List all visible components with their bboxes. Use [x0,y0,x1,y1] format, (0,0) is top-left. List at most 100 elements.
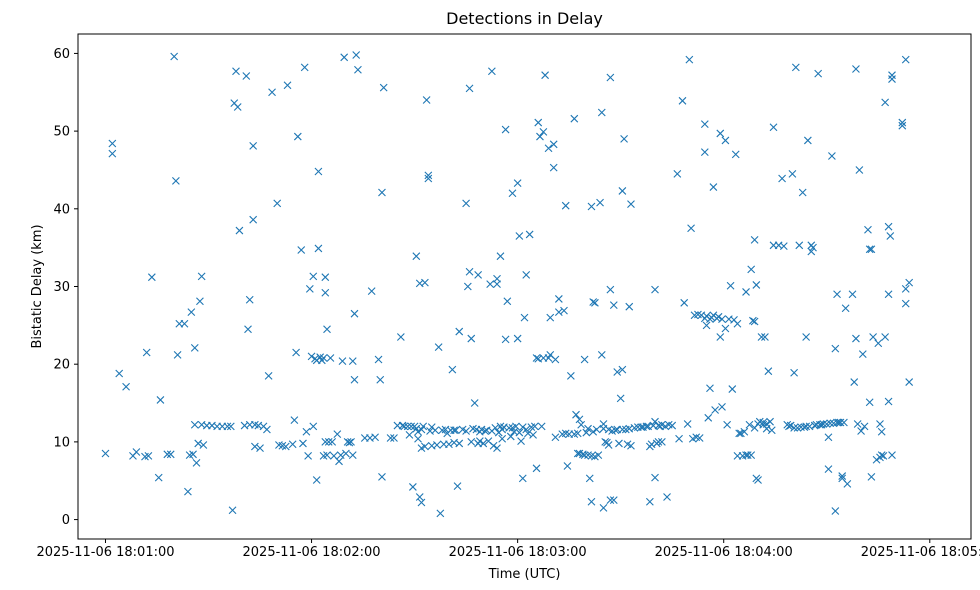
data-point [702,321,711,330]
x-tick-label: 2025-11-06 18:03:00 [449,545,587,560]
data-point [731,150,740,159]
data-point [544,144,553,153]
data-point [379,83,388,92]
data-point [256,444,264,452]
data-point [412,252,421,261]
data-point [414,434,422,443]
data-point [433,441,441,449]
data-point [833,290,841,299]
data-point [475,437,484,445]
data-point [518,474,527,483]
data-point [352,51,361,59]
data-point [735,429,744,438]
data-point [173,350,182,359]
data-point [223,422,232,431]
data-point [642,422,651,431]
data-point [651,473,659,482]
data-point [228,506,237,515]
data-point [898,121,907,130]
data-point [421,442,429,451]
data-point [520,313,529,322]
y-tick-label: 20 [53,358,70,373]
data-point [154,473,163,482]
data-point [197,272,206,281]
data-point [417,498,426,507]
data-point [424,174,433,183]
data-point [549,163,558,172]
data-point [534,118,543,127]
data-point [323,451,331,459]
data-point [549,140,558,149]
data-point [321,437,330,446]
data-point [338,357,347,365]
data-point [764,367,773,376]
data-point [348,357,357,365]
x-tick-label: 2025-11-06 18:01:00 [36,545,174,560]
data-point [515,232,524,240]
data-point [597,108,606,117]
data-point [431,426,440,435]
data-point [283,81,292,90]
data-point [687,224,695,233]
data-point [747,451,756,459]
data-point [879,451,888,460]
data-point [453,482,462,491]
data-point [609,301,618,310]
data-point [293,132,302,141]
data-point [874,339,883,348]
data-point [321,273,330,282]
data-point [651,285,659,294]
data-point [901,55,910,64]
data-point [336,451,345,459]
data-point [728,385,737,393]
data-point [463,282,472,291]
data-point [486,280,495,289]
data-point [554,295,563,303]
data-point [232,67,240,76]
data-point [108,139,117,148]
data-point [467,437,476,446]
data-point [350,309,359,318]
data-point [580,451,589,459]
chart-title: Detections in Delay [446,9,603,28]
data-point [350,375,359,384]
data-point [314,167,323,176]
data-point [147,273,156,282]
data-point [888,75,896,83]
data-point [546,313,555,322]
data-point [733,319,742,328]
data-point [561,201,570,210]
data-point [762,420,771,428]
data-point [321,288,330,297]
x-tick-label: 2025-11-06 18:05:00 [861,545,980,560]
y-tick-label: 0 [62,513,70,528]
data-point [840,418,848,427]
data-point [328,437,337,446]
data-point [852,334,860,343]
data-point [501,335,510,344]
data-point [613,368,622,376]
data-point [508,189,517,198]
data-point [491,424,500,432]
data-point [343,437,352,446]
data-point [122,382,130,391]
data-point [807,247,816,256]
data-point [532,354,541,362]
data-point [450,426,458,435]
data-point [530,422,539,431]
data-point [604,441,613,449]
data-point [743,451,752,459]
data-point [802,422,811,431]
data-point [757,333,766,341]
data-point [563,462,572,470]
data-point [371,433,379,442]
data-point [747,265,756,274]
data-point [263,425,271,434]
data-point [570,114,579,123]
data-point [611,426,620,435]
data-point [503,297,512,306]
data-point [235,226,244,235]
data-point [754,476,762,484]
data-point [778,174,786,183]
